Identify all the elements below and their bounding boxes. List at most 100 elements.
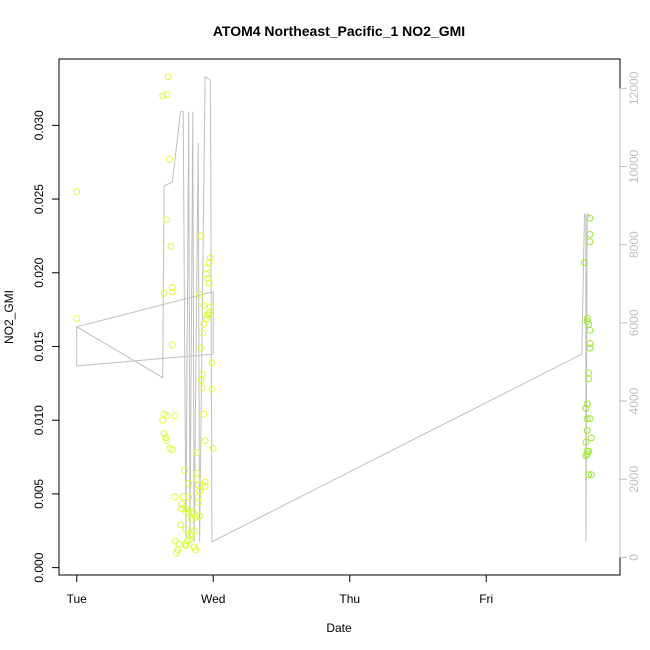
x-tick-label: Wed <box>201 592 225 606</box>
altitude-polyline <box>76 75 591 543</box>
data-point <box>73 315 81 322</box>
data-point <box>192 514 199 521</box>
data-point <box>582 404 590 412</box>
altitude-line <box>76 75 591 543</box>
data-point <box>581 259 588 266</box>
data-point <box>177 521 184 529</box>
data-point <box>172 549 180 557</box>
data-point <box>185 480 193 488</box>
y-tick-label: 0.020 <box>32 257 46 287</box>
y-axis-right: 0 2000 4000 6000 8000 10000 12000 <box>619 71 641 561</box>
y-tick-label: 0.010 <box>32 405 46 435</box>
data-point <box>200 410 208 418</box>
data-point <box>171 537 179 545</box>
data-point <box>197 232 205 240</box>
data-points <box>73 73 595 557</box>
data-point <box>196 487 204 495</box>
data-point <box>207 254 214 262</box>
data-point <box>583 427 591 434</box>
data-point <box>167 242 175 250</box>
data-point <box>586 238 594 246</box>
data-point <box>168 284 176 291</box>
y2-tick-label: 0 <box>627 554 641 561</box>
data-point <box>164 73 172 81</box>
y2-tick-label: 10000 <box>627 149 641 183</box>
data-point <box>586 340 594 347</box>
data-point <box>182 505 190 513</box>
x-axis: Tue Wed Thu Fri <box>67 574 493 606</box>
data-point <box>190 509 198 517</box>
data-point <box>193 449 201 457</box>
data-point <box>171 493 179 501</box>
data-point <box>175 540 183 548</box>
data-point <box>160 289 168 297</box>
data-point <box>182 525 190 533</box>
data-point <box>201 437 209 445</box>
data-point <box>585 471 593 479</box>
data-point <box>166 155 174 163</box>
data-point <box>168 288 176 296</box>
y2-tick-label: 12000 <box>627 71 641 105</box>
data-point <box>587 434 595 442</box>
data-point <box>192 546 199 554</box>
data-point <box>200 301 208 309</box>
data-point <box>586 326 594 334</box>
data-point <box>582 438 590 446</box>
y2-tick-label: 8000 <box>627 231 641 258</box>
data-point <box>196 512 204 520</box>
data-point <box>171 412 179 420</box>
data-point <box>587 471 595 479</box>
data-point <box>585 447 593 455</box>
x-tick-label: Fri <box>479 592 493 606</box>
data-point <box>205 259 213 266</box>
data-point <box>168 446 176 454</box>
data-point <box>187 530 195 538</box>
data-point <box>198 371 206 378</box>
y-tick-label: 0.005 <box>32 479 46 509</box>
y-axis-left: 0.000 0.005 0.010 0.015 0.020 0.025 0.030 <box>32 110 60 583</box>
data-point <box>205 279 213 287</box>
data-point <box>583 400 591 408</box>
data-point <box>196 291 204 299</box>
data-point <box>187 515 195 523</box>
data-point <box>159 92 167 100</box>
data-point <box>202 270 210 278</box>
data-point <box>183 537 191 545</box>
data-point <box>207 303 214 311</box>
y-axis-label: NO2_GMI <box>2 290 16 344</box>
data-point <box>204 275 212 283</box>
x-tick-label: Tue <box>67 592 88 606</box>
data-point <box>160 430 168 437</box>
data-point <box>159 416 167 424</box>
data-point <box>186 531 194 539</box>
data-point <box>189 508 197 516</box>
data-point <box>198 384 206 392</box>
plot-frame <box>58 58 621 576</box>
x-tick-label: Thu <box>339 592 360 606</box>
data-point <box>185 493 193 501</box>
data-point <box>163 412 171 420</box>
data-point <box>181 466 189 474</box>
data-point <box>178 500 186 508</box>
data-point <box>201 483 209 490</box>
data-point <box>168 341 176 349</box>
data-point <box>198 329 206 337</box>
data-point <box>201 478 209 486</box>
y2-tick-label: 2000 <box>627 466 641 493</box>
data-point <box>182 542 190 549</box>
data-point <box>197 344 205 352</box>
data-point <box>585 369 593 377</box>
data-point <box>583 415 591 423</box>
data-point <box>73 188 81 196</box>
y-tick-label: 0.015 <box>32 331 46 361</box>
data-point <box>586 230 594 238</box>
y-tick-label: 0.030 <box>32 110 46 140</box>
y-tick-label: 0.025 <box>32 184 46 214</box>
data-point <box>209 444 217 452</box>
data-point <box>194 499 202 507</box>
data-point <box>200 320 208 328</box>
x-axis-label: Date <box>326 621 352 635</box>
y-tick-label: 0.000 <box>32 552 46 582</box>
data-point <box>193 469 201 477</box>
